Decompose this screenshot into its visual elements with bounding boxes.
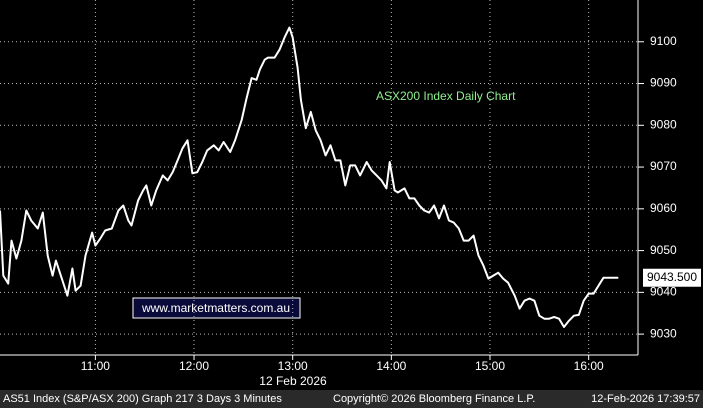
footer-left: AS51 Index (S&P/ASX 200) Graph 217 3 Day… xyxy=(3,393,282,405)
x-tick-label: 14:00 xyxy=(376,359,406,373)
y-tick-label: 9090 xyxy=(650,76,677,90)
y-tick-label: 9050 xyxy=(650,243,677,257)
annotation: www.marketmatters.com.au xyxy=(141,301,290,315)
x-axis-label: 12 Feb 2026 xyxy=(259,374,327,388)
x-tick-label: 16:00 xyxy=(574,359,604,373)
last-value-badge xyxy=(643,268,701,287)
last-value-label: 9043.500 xyxy=(647,270,697,284)
footer-bar xyxy=(0,390,703,408)
x-tick-label: 12:00 xyxy=(179,359,209,373)
y-tick-label: 9040 xyxy=(650,285,677,299)
annotation-box xyxy=(132,297,301,319)
x-tick-label: 13:00 xyxy=(278,359,308,373)
price-line xyxy=(0,26,619,328)
annotation: ASX200 Index Daily Chart xyxy=(376,89,516,103)
x-tick-label: 11:00 xyxy=(81,359,110,373)
footer-right: 12-Feb-2026 17:39:57 xyxy=(591,393,700,405)
x-tick-label: 15:00 xyxy=(475,359,505,373)
y-tick-label: 9030 xyxy=(650,326,677,340)
y-tick-label: 9080 xyxy=(650,117,677,131)
footer-center: Copyright© 2026 Bloomberg Finance L.P. xyxy=(333,393,535,405)
y-tick-label: 9070 xyxy=(650,159,677,173)
y-tick-label: 9060 xyxy=(650,201,677,215)
y-tick-label: 9100 xyxy=(650,34,677,48)
